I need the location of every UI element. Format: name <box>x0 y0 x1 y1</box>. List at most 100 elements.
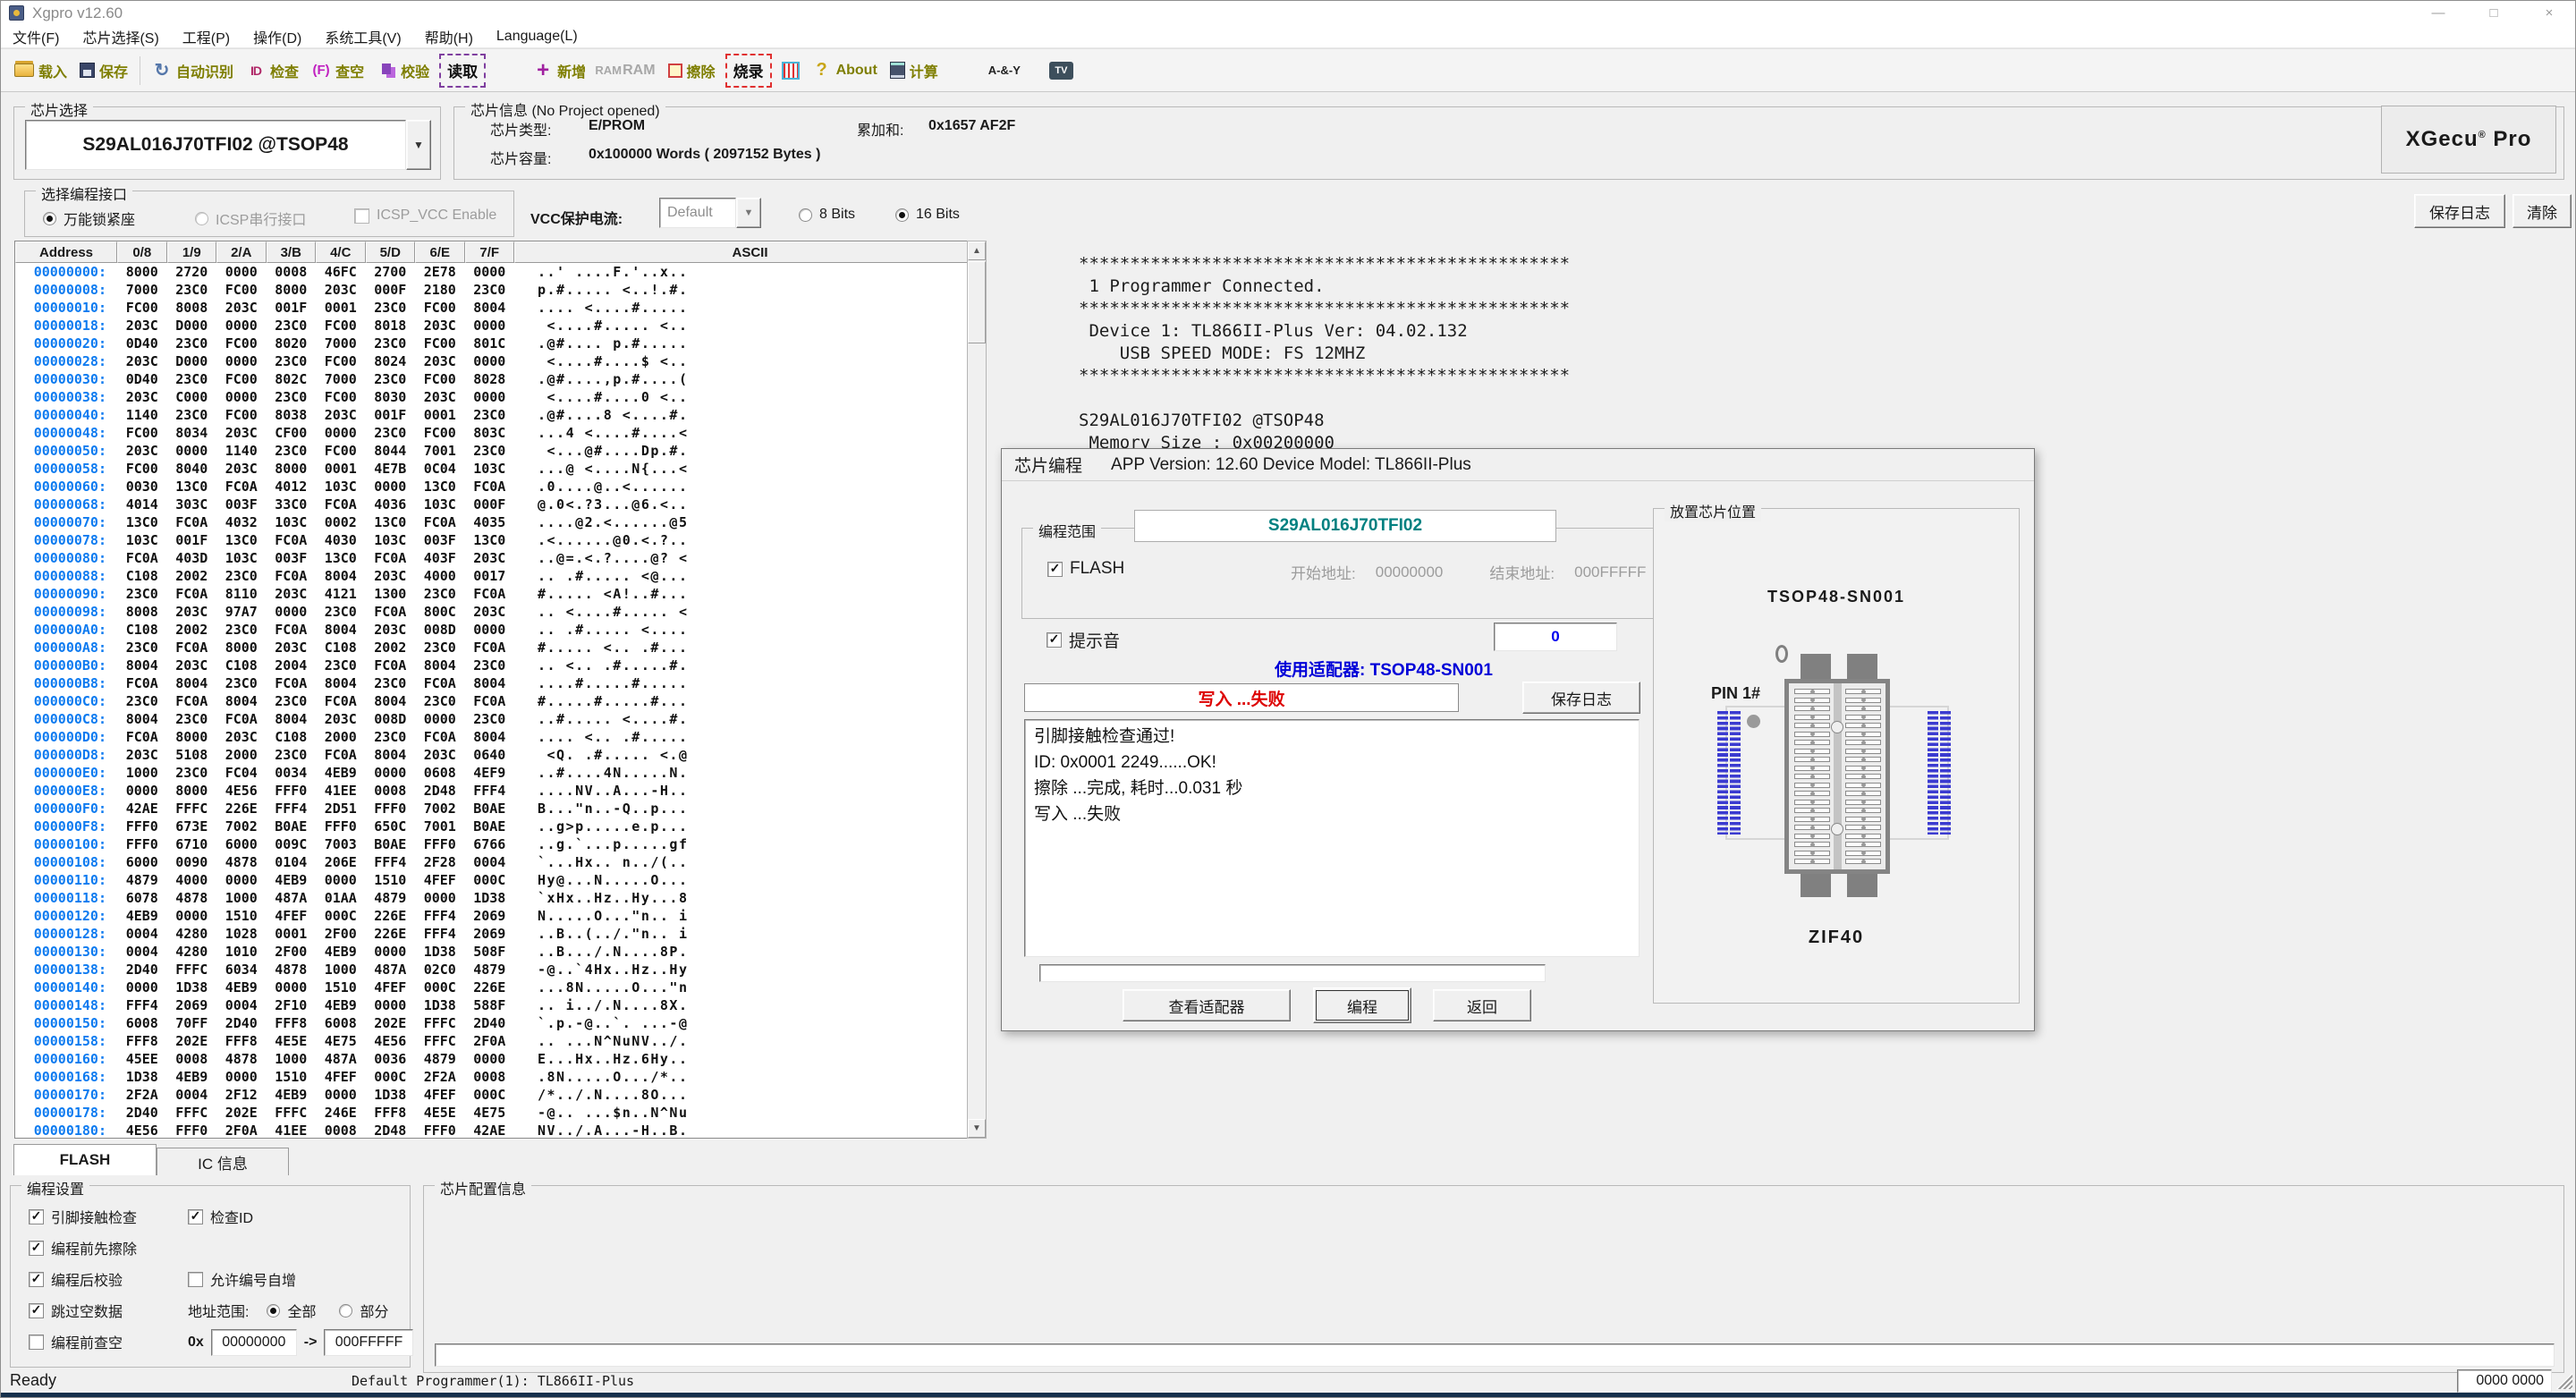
radio-range-all[interactable]: 全部 <box>267 1300 316 1321</box>
scroll-up-icon[interactable]: ▲ <box>968 241 986 260</box>
hex-row[interactable]: 000000E0: 1000 23C0 FC04 0034 4EB9 0000 0608 4EF… <box>15 764 986 782</box>
hex-row[interactable]: 00000000: 8000 2720 0000 0008 46FC 2700 2E78 000… <box>15 263 986 281</box>
toolbar-check-id-button[interactable]: ID 检查 <box>240 54 305 88</box>
hex-row[interactable]: 00000030: 0D40 23C0 FC00 802C 7000 23C0 FC00 802… <box>15 370 986 388</box>
hex-row[interactable]: 00000068: 4014 303C 003F 33C0 FC0A 4036 103C 000… <box>15 496 986 513</box>
dialog-save-log-button[interactable]: 保存日志 <box>1522 682 1640 714</box>
hex-row[interactable]: 00000098: 8008 203C 97A7 0000 23C0 FC0A 800C 203… <box>15 603 986 621</box>
menu-item[interactable]: 文件(F) <box>13 30 60 47</box>
chip-config-field[interactable] <box>435 1343 2555 1367</box>
hex-row[interactable]: 00000118: 6078 4878 1000 487A 01AA 4879 0000 1D3… <box>15 889 986 907</box>
hex-row[interactable]: 00000138: 2D40 FFFC 6034 4878 1000 487A 02C0 487… <box>15 961 986 979</box>
hex-row[interactable]: 000000D8: 203C 5108 2000 23C0 FC0A 8004 203C 064… <box>15 746 986 764</box>
hex-row[interactable]: 00000090: 23C0 FC0A 8110 203C 4121 1300 23C0 FC0… <box>15 585 986 603</box>
hex-scrollbar[interactable]: ▲ ▼ <box>967 241 987 1139</box>
hex-row[interactable]: 00000120: 4EB9 0000 1510 4FEF 000C 226E FFF4 206… <box>15 907 986 925</box>
toolbar-blank-check-button[interactable]: (F) 查空 <box>305 54 370 88</box>
toolbar-tv-button[interactable]: TV <box>1043 54 1080 88</box>
hex-row[interactable]: 00000008: 7000 23C0 FC00 8000 203C 000F 2180 23C… <box>15 281 986 299</box>
hex-row[interactable]: 000000A0: C108 2002 23C0 FC0A 8004 203C 008D 000… <box>15 621 986 639</box>
hex-row[interactable]: 00000170: 2F2A 0004 2F12 4EB9 0000 1D38 4FEF 000… <box>15 1086 986 1104</box>
toolbar-read-button[interactable]: 读取 <box>439 53 487 88</box>
hex-row[interactable]: 00000130: 0004 4280 1010 2F00 4EB9 0000 1D38 508… <box>15 943 986 961</box>
hex-row[interactable]: 00000020: 0D40 23C0 FC00 8020 7000 23C0 FC00 801… <box>15 335 986 352</box>
hex-row[interactable]: 00000150: 6008 70FF 2D40 FFF8 6008 202E FFFC 2D4… <box>15 1014 986 1032</box>
checkbox-编程前先擦除[interactable]: 编程前先擦除 <box>29 1237 137 1258</box>
scroll-down-icon[interactable]: ▼ <box>968 1119 986 1138</box>
menu-item[interactable]: 帮助(H) <box>424 30 473 47</box>
checkbox-跳过空数据[interactable]: 跳过空数据 <box>29 1300 123 1321</box>
toolbar-add-button[interactable]: + 新增 <box>527 54 592 88</box>
menu-item[interactable]: 工程(P) <box>182 30 231 47</box>
toolbar-auto-detect-button[interactable]: ↻ 自动识别 <box>146 54 240 88</box>
hex-row[interactable]: 000000E8: 0000 8000 4E56 FFF0 41EE 0008 2D48 FFF… <box>15 782 986 800</box>
chip-select-dropdown-button[interactable]: ▼ <box>406 120 431 170</box>
chip-select-combobox[interactable]: S29AL016J70TFI02 @TSOP48 <box>25 120 406 170</box>
range-to-input[interactable]: 000FFFFF <box>324 1329 414 1356</box>
radio-icsp[interactable]: ICSP串行接口 <box>195 208 306 229</box>
hex-row[interactable]: 00000070: 13C0 FC0A 4032 103C 0002 13C0 FC0A 403… <box>15 513 986 531</box>
checkbox-auto-increment[interactable]: 允许编号自增 <box>188 1268 296 1290</box>
menu-item[interactable]: 芯片选择(S) <box>82 30 159 47</box>
toolbar-verify-button[interactable]: 校验 <box>370 54 436 88</box>
hex-row[interactable]: 00000048: FC00 8034 203C CF00 0000 23C0 FC00 803… <box>15 424 986 442</box>
resize-grip[interactable] <box>2556 1373 2572 1389</box>
hex-row[interactable]: 00000160: 45EE 0008 4878 1000 487A 0036 4879 000… <box>15 1050 986 1068</box>
radio-universal-socket[interactable]: 万能锁紧座 <box>43 208 135 229</box>
toolbar-program-button[interactable]: 烧录 <box>724 53 772 88</box>
view-adapter-button[interactable]: 查看适配器 <box>1123 989 1291 1021</box>
hex-row[interactable]: 000000F0: 42AE FFFC 226E FFF4 2D51 FFF0 7002 B0A… <box>15 800 986 818</box>
hex-row[interactable]: 000000B8: FC0A 8004 23C0 FC0A 8004 23C0 FC0A 800… <box>15 674 986 692</box>
maximize-button[interactable]: □ <box>2489 5 2498 21</box>
hex-row[interactable]: 00000078: 103C 001F 13C0 FC0A 4030 103C 003F 13C… <box>15 531 986 549</box>
hex-row[interactable]: 00000178: 2D40 FFFC 202E FFFC 246E FFF8 4E5E 4E7… <box>15 1104 986 1122</box>
hex-row[interactable]: 00000088: C108 2002 23C0 FC0A 8004 203C 4000 001… <box>15 567 986 585</box>
back-button[interactable]: 返回 <box>1433 989 1531 1021</box>
dialog-title-bar[interactable]: 芯片编程 APP Version: 12.60 Device Model: TL… <box>1002 449 2034 481</box>
minimize-button[interactable]: — <box>2431 5 2445 21</box>
hex-row[interactable]: 00000108: 6000 0090 4878 0104 206E FFF4 2F28 000… <box>15 853 986 871</box>
tab-flash[interactable]: FLASH <box>13 1144 157 1175</box>
toolbar-about-button[interactable]: ? About <box>806 54 884 88</box>
toolbar-ram-button[interactable]: RAM RAM <box>592 54 661 88</box>
hex-row[interactable]: 00000058: FC00 8040 203C 8000 0001 4E7B 0C04 103… <box>15 460 986 478</box>
toolbar-save-button[interactable]: 保存 <box>73 54 134 88</box>
toolbar-erase-button[interactable]: 擦除 <box>662 54 722 88</box>
checkbox-beep[interactable]: 提示音 <box>1046 628 1120 652</box>
toolbar-pin-test-button[interactable] <box>775 54 806 88</box>
hex-row[interactable]: 000000D0: FC0A 8000 203C C108 2000 23C0 FC0A 800… <box>15 728 986 746</box>
hex-row[interactable]: 00000038: 203C C000 0000 23C0 FC00 8030 203C 000… <box>15 388 986 406</box>
hex-row[interactable]: 00000140: 0000 1D38 4EB9 0000 1510 4FEF 000C 226… <box>15 979 986 996</box>
hex-row[interactable]: 000000C0: 23C0 FC0A 8004 23C0 FC0A 8004 23C0 FC0… <box>15 692 986 710</box>
checkbox-flash[interactable]: FLASH <box>1047 559 1124 579</box>
radio-8bits[interactable]: 8 Bits <box>799 207 855 223</box>
hex-row[interactable]: 00000028: 203C D000 0000 23C0 FC00 8024 203C 000… <box>15 352 986 370</box>
toolbar-calc-button[interactable]: 计算 <box>884 54 945 88</box>
hex-row[interactable]: 000000B0: 8004 203C C108 2004 23C0 FC0A 8004 23C… <box>15 657 986 674</box>
vcc-dropdown-button[interactable]: ▼ <box>736 198 761 228</box>
hex-row[interactable]: 00000158: FFF8 202E FFF8 4E5E 4E75 4E56 FFFC 2F0… <box>15 1032 986 1050</box>
scrollbar-thumb[interactable] <box>968 261 986 343</box>
hex-row[interactable]: 00000168: 1D38 4EB9 0000 1510 4FEF 000C 2F2A 000… <box>15 1068 986 1086</box>
vcc-select[interactable]: Default <box>659 198 736 228</box>
hex-row[interactable]: 00000180: 4E56 FFF0 2F0A 41EE 0008 2D48 FFF0 42A… <box>15 1122 986 1140</box>
hex-row[interactable]: 000000A8: 23C0 FC0A 8000 203C C108 2002 23C0 FC0… <box>15 639 986 657</box>
radio-range-part[interactable]: 部分 <box>339 1300 388 1321</box>
close-button[interactable]: × <box>2545 5 2554 21</box>
hex-row[interactable]: 00000110: 4879 4000 0000 4EB9 0000 1510 4FEF 000… <box>15 871 986 889</box>
toolbar-load-button[interactable]: 载入 <box>8 54 73 88</box>
hex-row[interactable]: 00000040: 1140 23C0 FC00 8038 203C 001F 0001 23C… <box>15 406 986 424</box>
hex-row[interactable]: 00000128: 0004 4280 1028 0001 2F00 226E FFF4 206… <box>15 925 986 943</box>
hex-row[interactable]: 00000050: 203C 0000 1140 23C0 FC00 8044 7001 23C… <box>15 442 986 460</box>
menu-item[interactable]: 操作(D) <box>253 30 302 47</box>
menu-item[interactable]: Language(L) <box>496 28 578 44</box>
dialog-chip-tab[interactable]: S29AL016J70TFI02 <box>1134 510 1556 542</box>
clear-button[interactable]: 清除 <box>2512 194 2572 228</box>
hex-row[interactable]: 00000100: FFF0 6710 6000 009C 7003 B0AE FFF0 676… <box>15 835 986 853</box>
checkbox-check-id[interactable]: 检查ID <box>188 1206 253 1227</box>
hex-row[interactable]: 00000080: FC0A 403D 103C 003F 13C0 FC0A 403F 203… <box>15 549 986 567</box>
range-from-input[interactable]: 00000000 <box>210 1329 297 1356</box>
tab-ic-info[interactable]: IC 信息 <box>157 1148 289 1175</box>
hex-row[interactable]: 000000F8: FFF0 673E 7002 B0AE FFF0 650C 7001 B0A… <box>15 818 986 835</box>
dialog-log-listbox[interactable]: 引脚接触检查通过! ID: 0x0001 2249......OK! 擦除 ...完… <box>1024 719 1640 957</box>
